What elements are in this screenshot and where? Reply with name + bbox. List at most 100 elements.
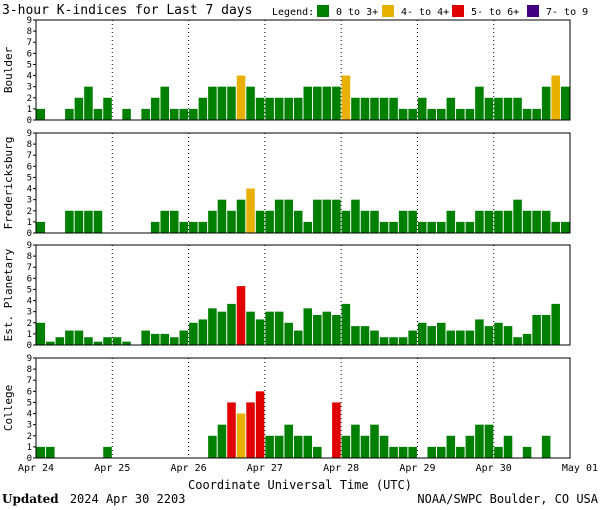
- bar: [360, 326, 370, 345]
- bar: [456, 108, 465, 120]
- bar: [236, 413, 246, 458]
- bar: [465, 221, 475, 233]
- bar: [389, 221, 398, 233]
- bar: [313, 446, 322, 458]
- bar: [255, 319, 265, 345]
- bar: [437, 108, 446, 120]
- bar: [227, 402, 236, 458]
- y-tick-label: 2: [27, 94, 32, 104]
- bar: [322, 86, 332, 120]
- y-tick-label: 5: [27, 285, 32, 295]
- svg-text:Updated 2024 Apr 30 2203: Updated 2024 Apr 30 2203: [2, 492, 185, 506]
- bar: [437, 322, 446, 345]
- bar: [379, 337, 389, 345]
- bar: [379, 97, 389, 120]
- bar: [456, 221, 465, 233]
- y-tick-label: 0: [27, 116, 32, 126]
- y-tick-label: 8: [27, 365, 32, 375]
- x-tick-label: May 01: [562, 463, 598, 474]
- bar: [160, 86, 169, 120]
- bar: [370, 424, 379, 458]
- bar: [532, 108, 541, 120]
- y-tick-label: 6: [27, 49, 32, 59]
- bar: [484, 210, 494, 233]
- bar: [551, 221, 560, 233]
- bar: [122, 341, 131, 345]
- bar: [93, 210, 103, 233]
- legend-swatch-2: [452, 5, 464, 17]
- bar: [341, 303, 351, 345]
- bar: [541, 315, 551, 345]
- bar: [65, 330, 74, 345]
- bar: [293, 330, 303, 345]
- bar: [170, 210, 179, 233]
- bar: [265, 311, 274, 345]
- y-tick-label: 9: [27, 354, 32, 364]
- x-axis: Apr 24 Apr 25 Apr 26 Apr 27 Apr 28 Apr 29 Apr …: [18, 463, 598, 474]
- bar: [408, 330, 417, 345]
- bar: [408, 210, 417, 233]
- bar: [65, 210, 74, 233]
- y-tick-label: 2: [27, 319, 32, 329]
- y-tick-label: 3: [27, 421, 32, 431]
- y-tick-label: 4: [27, 185, 32, 195]
- bar: [246, 311, 255, 345]
- bar: [351, 97, 360, 120]
- bar: [74, 97, 84, 120]
- y-tick-label: 1: [27, 330, 32, 340]
- y-tick-label: 7: [27, 263, 32, 273]
- bar: [484, 97, 494, 120]
- x-tick-label: Apr 26: [171, 463, 207, 474]
- y-tick-label: 8: [27, 27, 32, 37]
- y-tick-label: 6: [27, 162, 32, 172]
- bar: [313, 315, 322, 345]
- bar: [208, 210, 217, 233]
- bar: [484, 326, 494, 345]
- bar: [560, 86, 570, 120]
- bar: [322, 199, 332, 233]
- bar: [351, 326, 360, 345]
- y-tick-label: 4: [27, 410, 32, 420]
- bar: [446, 435, 456, 458]
- panels: 0123456789Boulder0123456789Fredericksbur…: [2, 16, 571, 464]
- x-tick-label: Apr 25: [94, 463, 130, 474]
- bar: [208, 435, 217, 458]
- bar: [532, 210, 541, 233]
- bar: [532, 315, 541, 345]
- bar: [293, 97, 303, 120]
- bar: [494, 97, 503, 120]
- y-tick-label: 1: [27, 443, 32, 453]
- chart-title: 3-hour K-indices for Last 7 days: [2, 3, 252, 18]
- bar: [541, 86, 551, 120]
- bar: [46, 341, 55, 345]
- bar: [293, 210, 303, 233]
- bar: [513, 337, 522, 345]
- legend-swatch-0: [317, 5, 329, 17]
- bar: [322, 311, 332, 345]
- bar: [189, 108, 198, 120]
- bar: [303, 308, 313, 345]
- y-tick-label: 2: [27, 207, 32, 217]
- bar: [227, 210, 236, 233]
- bar: [446, 330, 456, 345]
- bar: [494, 210, 503, 233]
- bar: [103, 337, 112, 345]
- bar: [84, 210, 93, 233]
- bar: [437, 221, 446, 233]
- y-tick-label: 0: [27, 341, 32, 351]
- bar: [522, 108, 532, 120]
- bar: [370, 330, 379, 345]
- bar: [284, 424, 293, 458]
- bar: [255, 391, 265, 458]
- legend-label-0: 0 to 3+: [336, 7, 378, 18]
- bar: [160, 333, 169, 345]
- bar: [150, 221, 160, 233]
- bar: [284, 97, 293, 120]
- x-tick-label: Apr 24: [18, 463, 54, 474]
- bar: [398, 210, 408, 233]
- y-tick-label: 4: [27, 72, 32, 82]
- bar: [246, 402, 255, 458]
- footer-credit: NOAA/SWPC Boulder, CO USA: [417, 492, 598, 506]
